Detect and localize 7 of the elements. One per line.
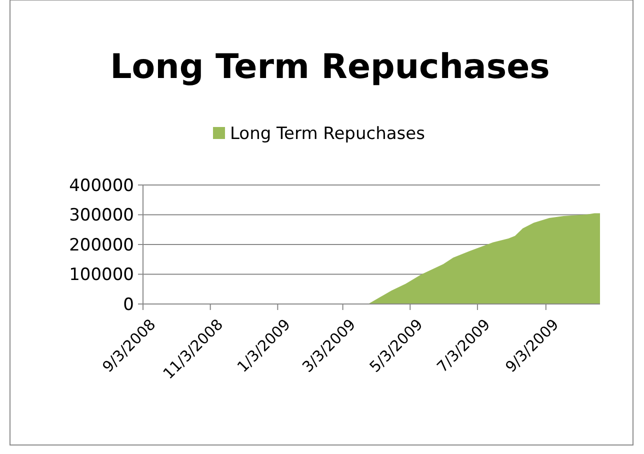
y-tick-label: 300000 (69, 206, 134, 226)
legend-label: Long Term Repuchases (230, 124, 426, 144)
y-tick-label: 0 (123, 294, 134, 315)
y-tick-label: 100000 (69, 265, 134, 286)
y-tick-label: 200000 (69, 235, 134, 256)
y-tick-label: 400000 (69, 176, 134, 196)
chart-title: Long Term Repuchases (110, 47, 550, 87)
